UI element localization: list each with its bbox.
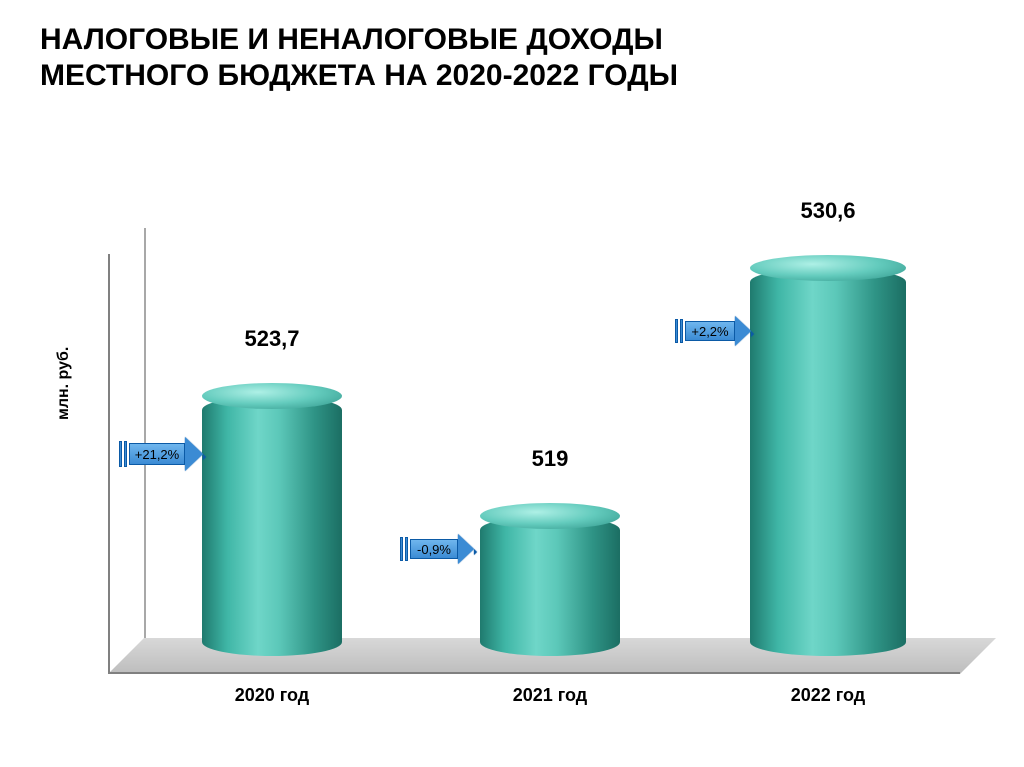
arrow-label: +2,2% — [685, 321, 735, 341]
x-label-2021: 2021 год — [490, 685, 610, 706]
y-axis-label: млн. руб. — [55, 347, 73, 420]
bar-value-2020: 523,7 — [172, 326, 372, 352]
chart-area: 523,7 2020 год 519 2021 год 530,6 2022 г… — [90, 160, 960, 720]
arrow-head-icon — [458, 534, 474, 564]
arrow-head-icon — [185, 437, 203, 471]
y-axis-back — [144, 228, 146, 638]
bar-top-ellipse — [750, 255, 906, 281]
bar-body — [202, 396, 342, 656]
bar-value-2022: 530,6 — [728, 198, 928, 224]
arrow-label: +21,2% — [129, 443, 185, 465]
change-arrow-2021: -0,9% — [400, 534, 474, 564]
chart-title: НАЛОГОВЫЕ И НЕНАЛОГОВЫЕ ДОХОДЫ МЕСТНОГО … — [40, 22, 984, 94]
arrow-tail-bars — [675, 319, 683, 343]
x-label-2022: 2022 год — [768, 685, 888, 706]
title-line2: МЕСТНОГО БЮДЖЕТА НА 2020-2022 ГОДЫ — [40, 58, 984, 94]
bar-top-ellipse — [480, 503, 620, 529]
title-line1: НАЛОГОВЫЕ И НЕНАЛОГОВЫЕ ДОХОДЫ — [40, 22, 984, 58]
bar-2021 — [480, 516, 620, 656]
bar-body — [750, 268, 906, 656]
arrow-head-icon — [735, 316, 751, 346]
bar-2022 — [750, 268, 906, 656]
arrow-tail-bars — [400, 537, 408, 561]
x-label-2020: 2020 год — [212, 685, 332, 706]
bar-value-2021: 519 — [450, 446, 650, 472]
y-axis-front — [108, 254, 110, 674]
change-arrow-2022: +2,2% — [675, 316, 751, 346]
bar-2020 — [202, 396, 342, 656]
change-arrow-2020: +21,2% — [119, 437, 203, 471]
bar-top-ellipse — [202, 383, 342, 409]
bar-body — [480, 516, 620, 656]
x-axis-base — [108, 672, 960, 674]
arrow-label: -0,9% — [410, 539, 458, 559]
arrow-tail-bars — [119, 441, 127, 467]
